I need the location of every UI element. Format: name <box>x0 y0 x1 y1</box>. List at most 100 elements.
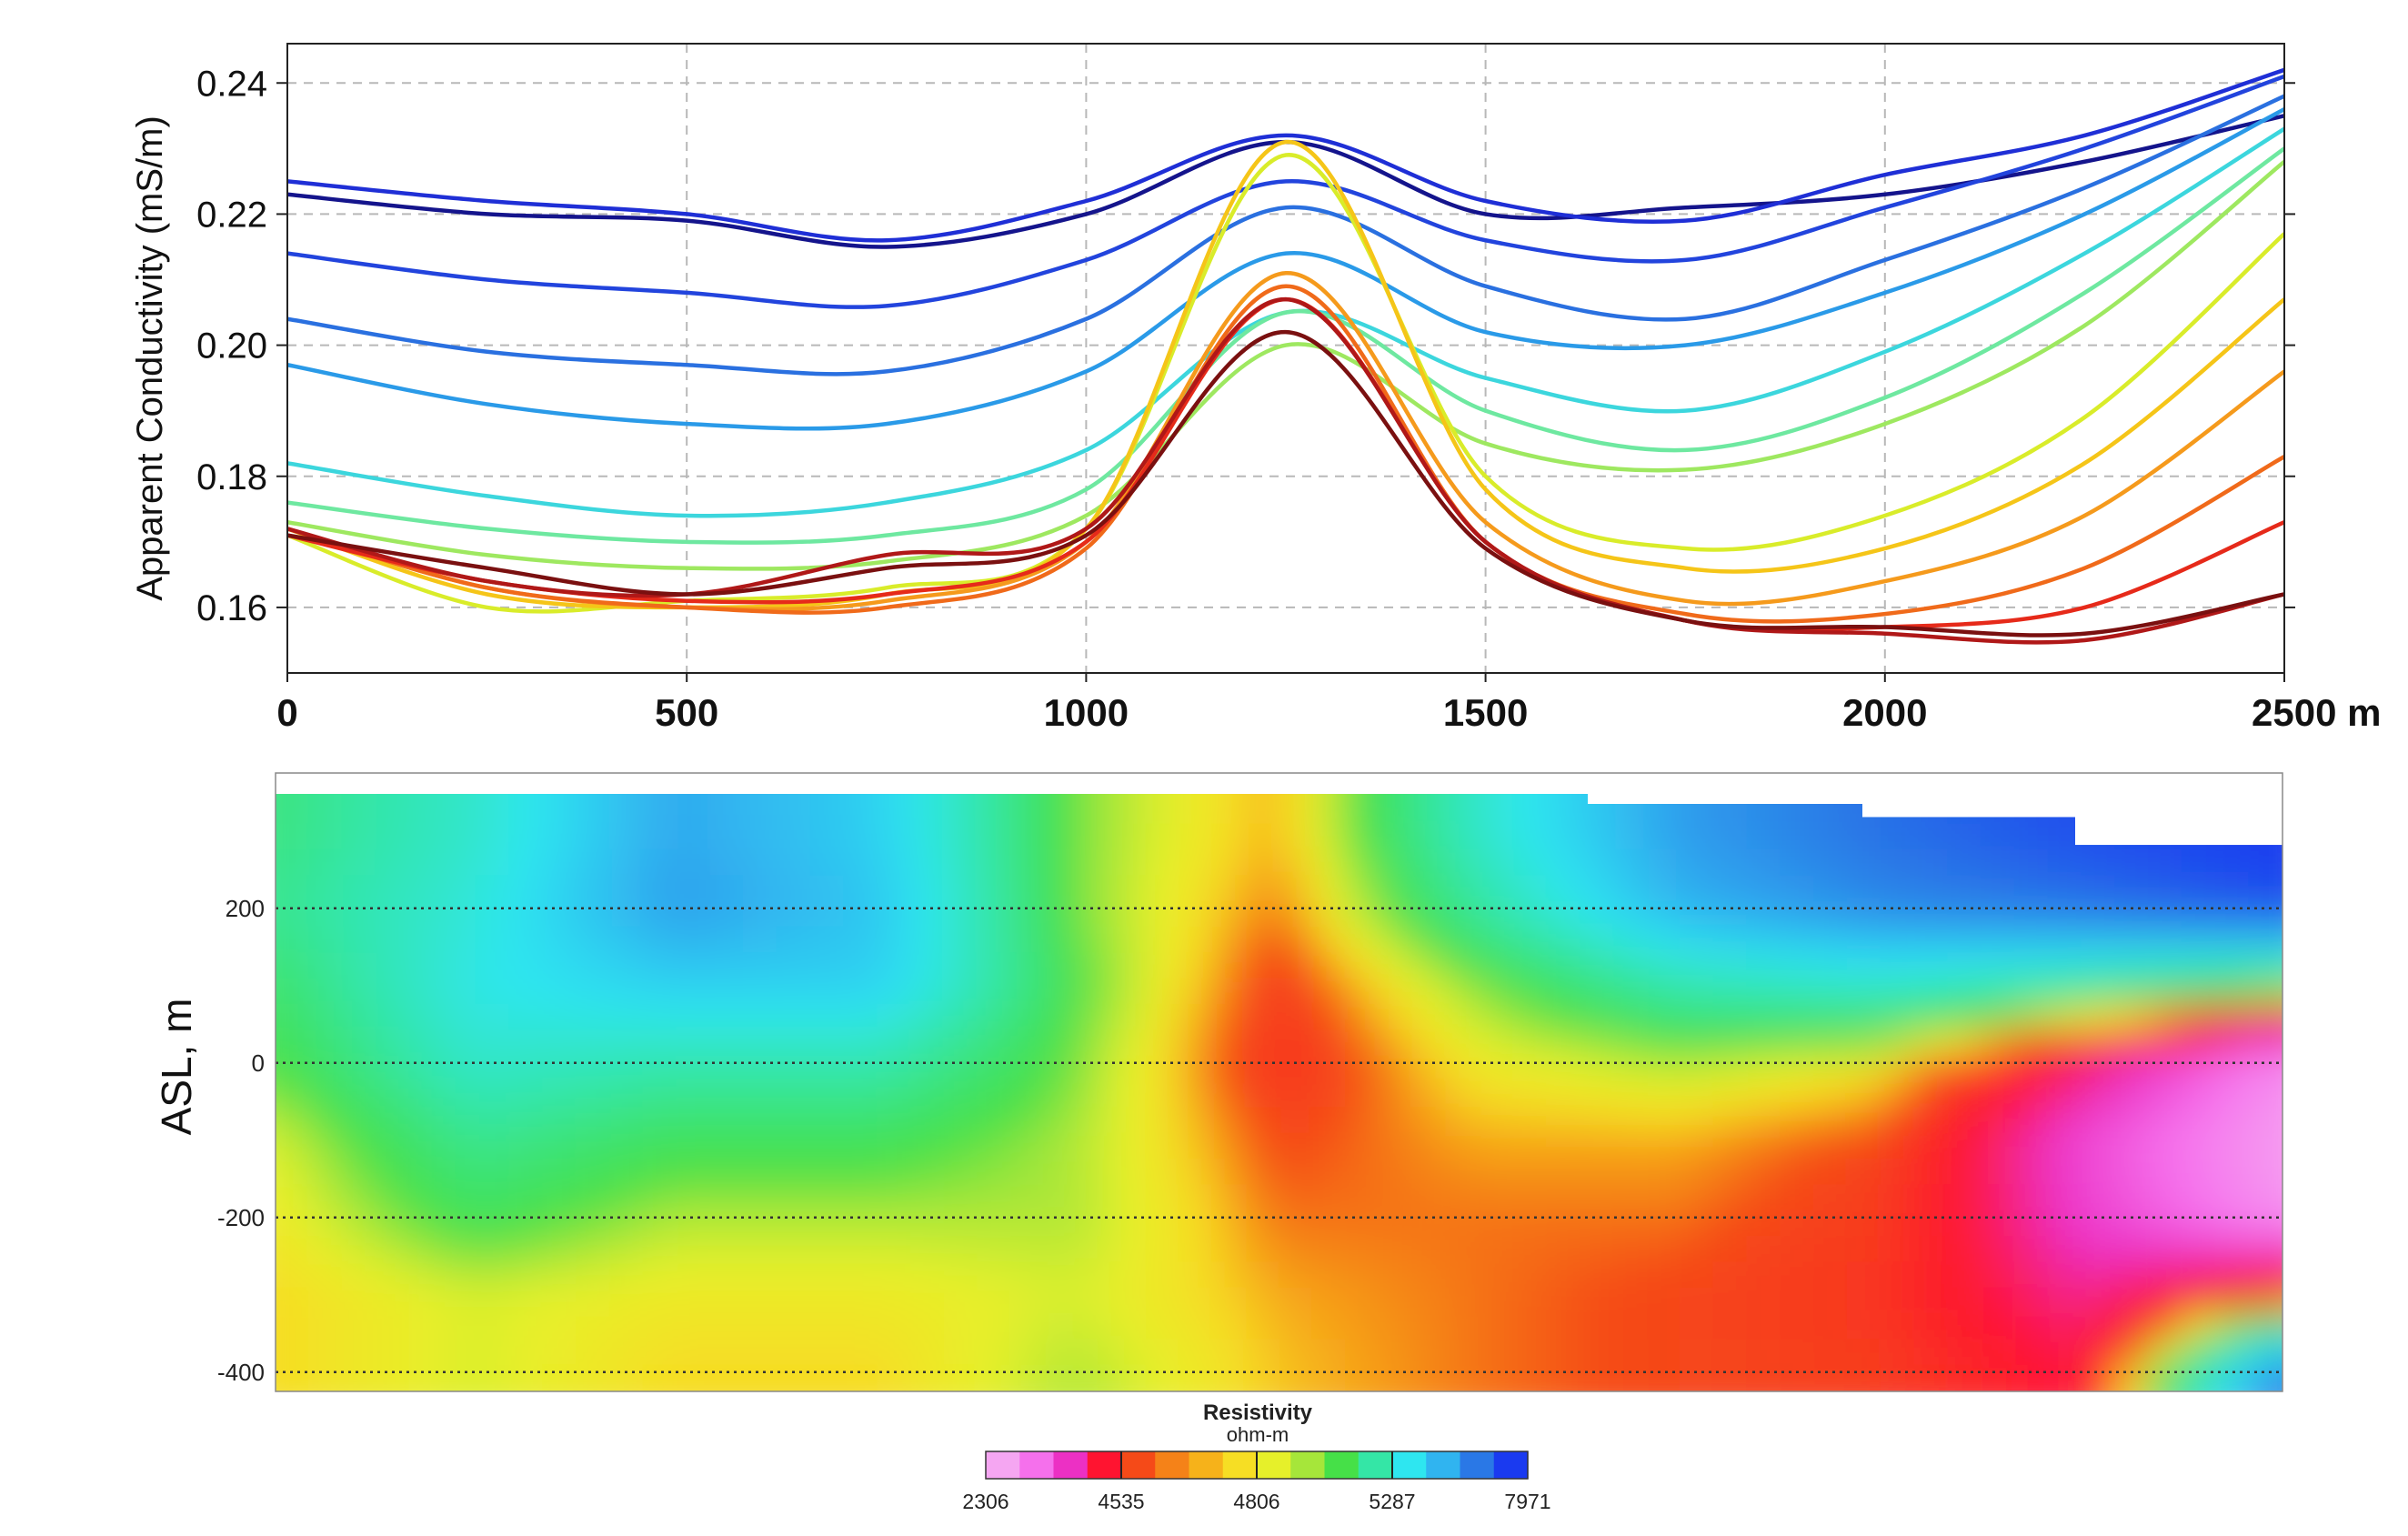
resistivity-cell <box>642 823 678 851</box>
resistivity-cell <box>877 1287 912 1315</box>
resistivity-cell <box>1679 1390 1715 1391</box>
resistivity-cell <box>576 1313 611 1341</box>
y-tick-label: 0.18 <box>196 457 267 497</box>
resistivity-cell <box>1378 1390 1414 1391</box>
series-line-14 <box>287 296 2284 645</box>
resistivity-cell <box>1244 1029 1280 1058</box>
resistivity-cell <box>576 1184 611 1212</box>
resistivity-cell <box>2214 1236 2251 1264</box>
resistivity-cell <box>1846 1055 1882 1083</box>
resistivity-cell <box>1511 823 1548 851</box>
resistivity-cell <box>1210 1313 1247 1341</box>
resistivity-cell <box>676 747 711 774</box>
colorbar-swatch <box>1358 1451 1393 1479</box>
resistivity-cell <box>542 747 577 774</box>
resistivity-cell <box>408 1107 444 1135</box>
resistivity-cell <box>909 1159 946 1187</box>
resistivity-cell <box>1612 875 1649 903</box>
resistivity-cell <box>909 1313 946 1341</box>
resistivity-cell <box>241 979 276 1006</box>
resistivity-cell <box>1244 1339 1280 1367</box>
resistivity-cell <box>1077 1055 1113 1083</box>
resistivity-cell <box>1110 900 1147 929</box>
resistivity-cell <box>1378 1029 1414 1058</box>
resistivity-cell <box>809 875 846 903</box>
resistivity-cell <box>1880 1210 1916 1238</box>
resistivity-cell <box>2081 952 2117 980</box>
resistivity-cell <box>2148 747 2183 774</box>
resistivity-cell <box>1445 900 1481 929</box>
resistivity-cell <box>943 900 979 929</box>
resistivity-cell <box>2114 747 2150 774</box>
resistivity-cell <box>1311 1236 1348 1264</box>
resistivity-cell <box>909 1364 946 1391</box>
resistivity-cell <box>1479 1159 1514 1187</box>
resistivity-cell <box>341 798 377 826</box>
resistivity-cell <box>809 1004 846 1032</box>
resistivity-cell <box>307 952 344 980</box>
resistivity-cell <box>776 849 812 878</box>
resistivity-cell <box>375 849 411 878</box>
resistivity-cell <box>241 927 276 954</box>
resistivity-cell <box>1210 952 1247 980</box>
resistivity-cell <box>1846 875 1882 903</box>
resistivity-cell <box>1646 1313 1681 1341</box>
resistivity-cell <box>441 798 477 826</box>
resistivity-cell <box>2282 952 2283 980</box>
resistivity-cell <box>1378 1159 1414 1187</box>
resistivity-cell <box>742 1313 778 1341</box>
resistivity-cell <box>408 1081 444 1109</box>
resistivity-cell <box>943 1055 979 1083</box>
resistivity-cell <box>341 952 377 980</box>
resistivity-cell <box>1511 798 1548 826</box>
resistivity-cell <box>977 1132 1013 1160</box>
resistivity-cell <box>1780 1081 1816 1109</box>
resistivity-cell <box>1646 1004 1681 1032</box>
resistivity-cell <box>2282 1287 2283 1315</box>
resistivity-cell <box>1612 1210 1649 1238</box>
resistivity-cell <box>642 952 678 980</box>
resistivity-cell <box>1813 1313 1849 1341</box>
series-line-3 <box>287 74 2284 309</box>
resistivity-cell <box>1044 927 1079 955</box>
resistivity-cell <box>1077 1287 1113 1315</box>
resistivity-cell <box>1980 875 2016 903</box>
resistivity-cell <box>2081 1287 2117 1315</box>
resistivity-cell <box>2147 1364 2183 1391</box>
resistivity-cell <box>776 1132 812 1160</box>
resistivity-cell <box>1479 927 1514 955</box>
resistivity-cell <box>2047 1287 2083 1315</box>
resistivity-cell <box>843 900 879 929</box>
resistivity-cell <box>877 1184 912 1212</box>
resistivity-cell <box>1445 1236 1481 1264</box>
resistivity-cell <box>1378 849 1414 878</box>
resistivity-cell <box>508 1004 545 1032</box>
resistivity-cell <box>1144 1339 1180 1367</box>
resistivity-cell <box>576 978 611 1006</box>
resistivity-cell <box>542 1210 578 1238</box>
resistivity-cell <box>809 1339 846 1367</box>
resistivity-cell <box>1913 1390 1950 1391</box>
resistivity-cell <box>1846 1339 1882 1367</box>
resistivity-cell <box>1746 1364 1782 1391</box>
resistivity-cell <box>2013 823 2050 851</box>
resistivity-cell <box>408 952 444 980</box>
resistivity-cell <box>1411 1159 1448 1187</box>
resistivity-cell <box>2181 1004 2217 1032</box>
resistivity-cell <box>2282 793 2283 800</box>
resistivity-cell <box>375 1132 411 1160</box>
resistivity-cell <box>2013 1004 2050 1032</box>
resistivity-cell <box>341 1236 377 1264</box>
resistivity-cell <box>1579 1339 1615 1367</box>
resistivity-cell <box>1511 875 1548 903</box>
resistivity-cell <box>1010 1132 1047 1160</box>
resistivity-cell <box>2147 1132 2183 1160</box>
resistivity-cell <box>1913 1184 1950 1212</box>
resistivity-cell <box>809 1029 846 1058</box>
topography-notch <box>2075 793 2283 846</box>
resistivity-cell <box>276 900 310 929</box>
resistivity-cell <box>1913 875 1950 903</box>
resistivity-cell <box>1178 1261 1213 1290</box>
resistivity-cell <box>1846 1364 1882 1391</box>
resistivity-cell <box>276 793 310 800</box>
